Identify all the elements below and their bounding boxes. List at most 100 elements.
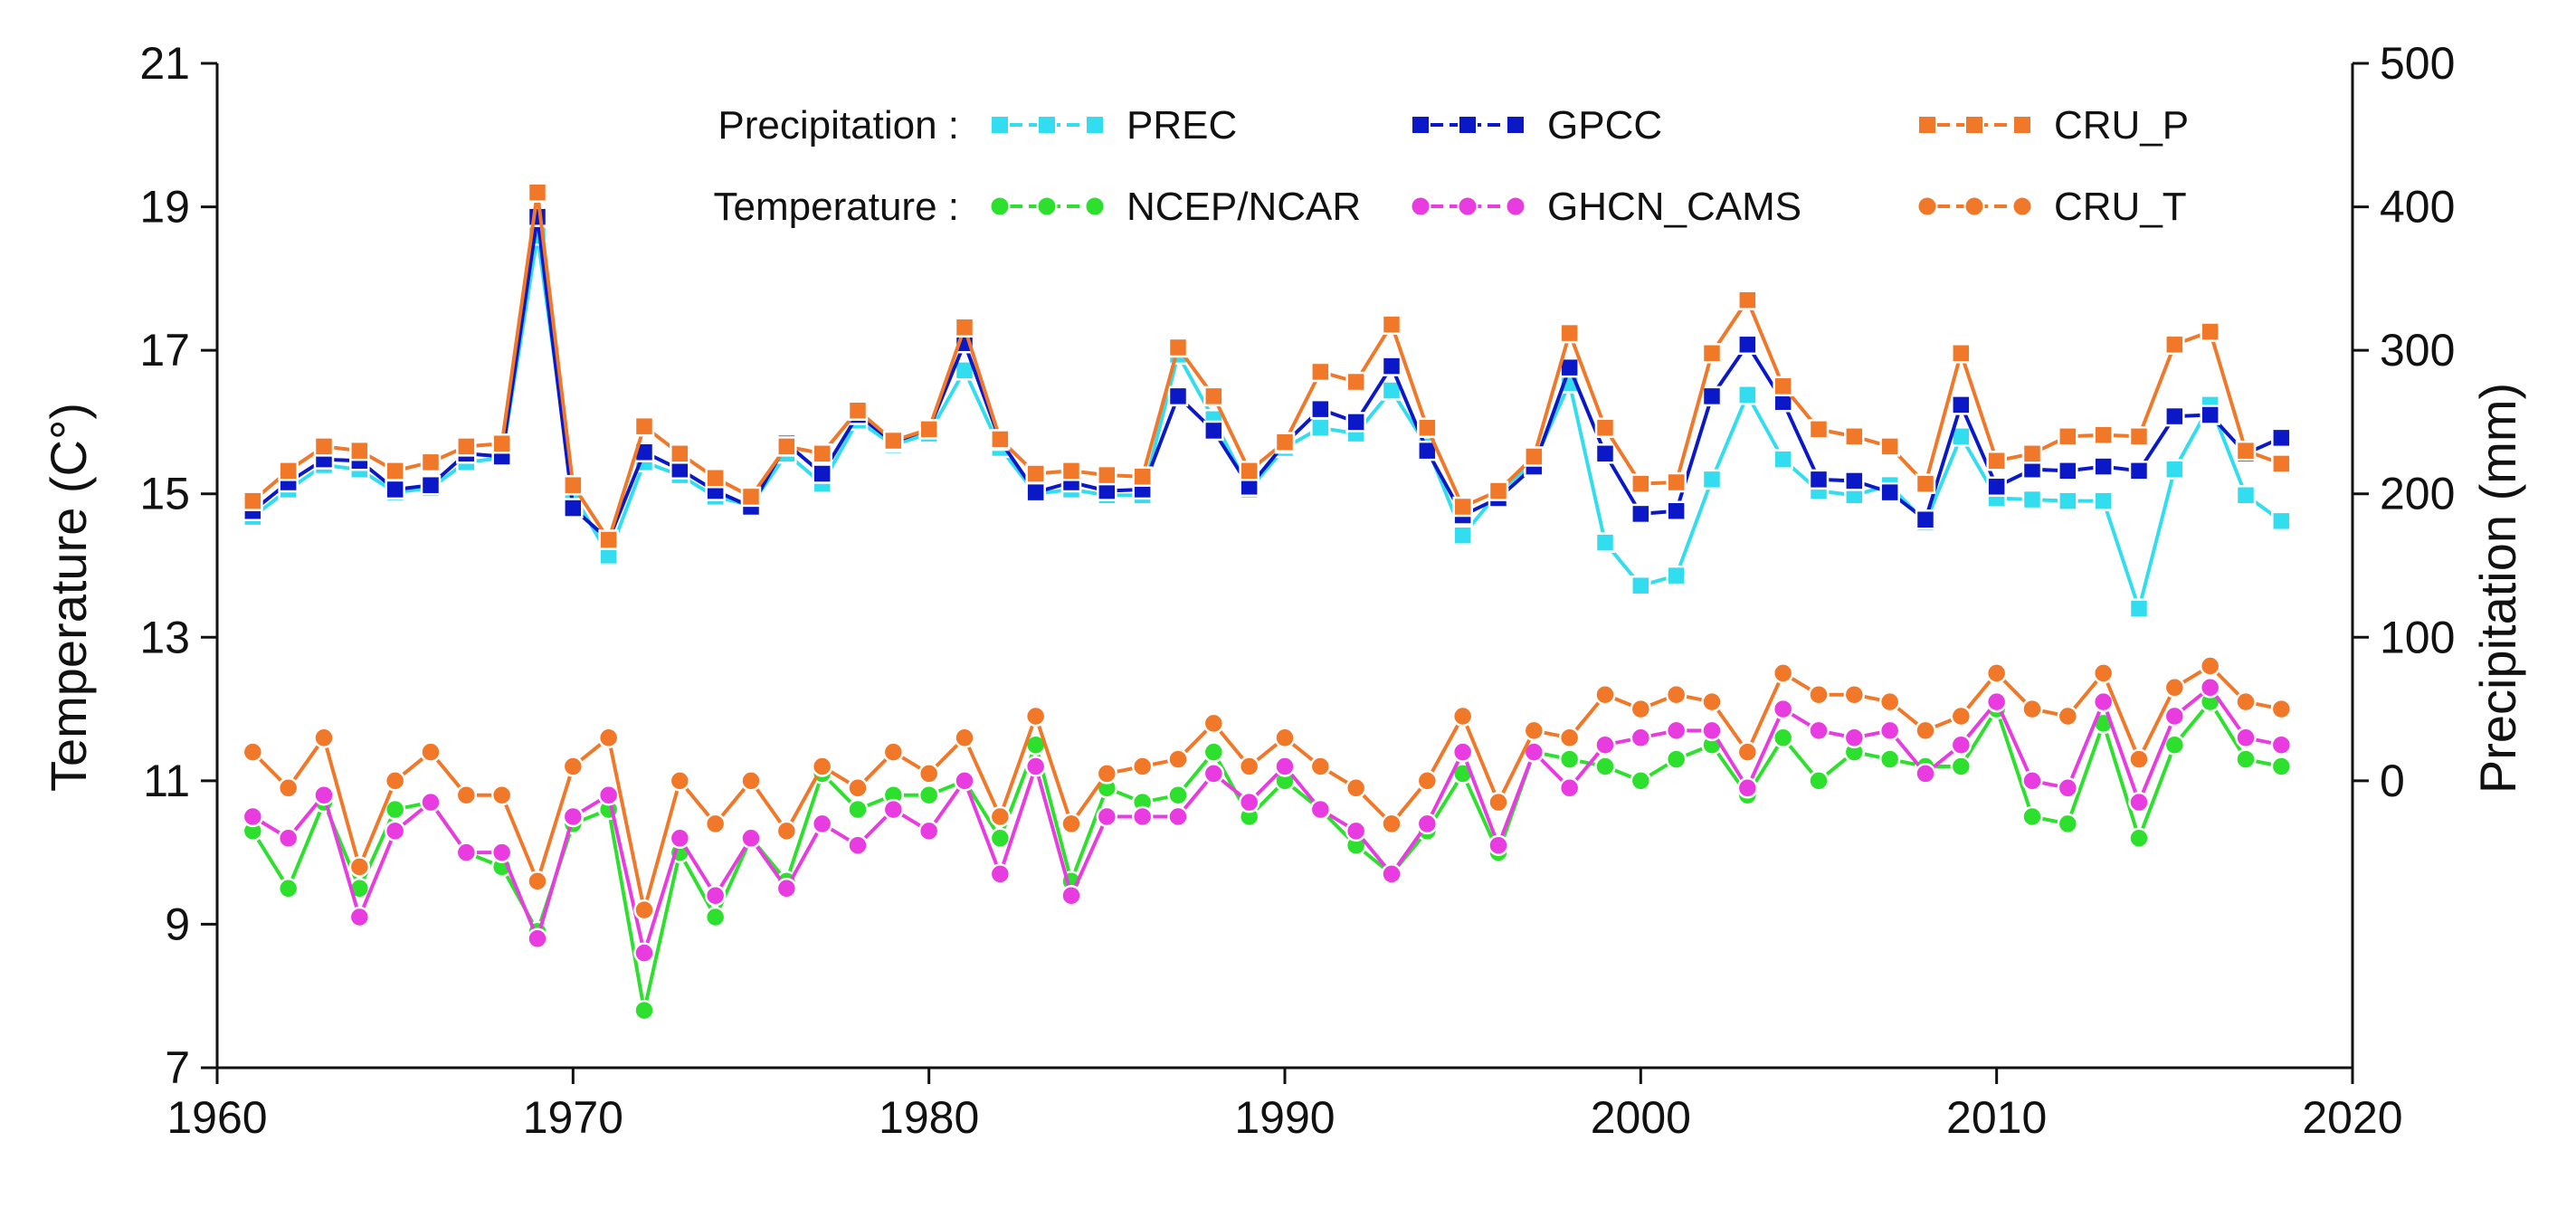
- data-point-ncep-ncar: [2235, 748, 2257, 770]
- left-tick-label: 17: [139, 325, 190, 376]
- data-point-ghcn-cams: [1843, 727, 1866, 749]
- data-point-cru-t: [1950, 705, 1972, 728]
- data-point-gpcc: [527, 206, 548, 227]
- data-point-cru-t: [1416, 770, 1439, 792]
- legend-item-gpcc: GPCC: [1411, 103, 1662, 147]
- data-point-ghcn-cams: [2021, 770, 2043, 792]
- data-point-prec: [2164, 459, 2185, 480]
- data-point-prec: [1773, 449, 1793, 470]
- data-point-cru-t: [1630, 698, 1652, 720]
- data-point-ncep-ncar: [1630, 770, 1652, 792]
- data-point-ncep-ncar: [1558, 748, 1581, 770]
- data-point-cru-p: [1345, 371, 1366, 393]
- right-tick-label: 0: [2380, 756, 2405, 806]
- data-point-ghcn-cams: [1131, 805, 1154, 828]
- data-point-ncep-ncar: [2021, 805, 2043, 828]
- legend-marker-prec: [1085, 115, 1105, 135]
- legend-label-cru-p: CRU_P: [2054, 103, 2189, 147]
- left-tick-label: 9: [165, 899, 190, 949]
- data-point-cru-t: [775, 820, 798, 842]
- data-point-cru-p: [1630, 473, 1651, 494]
- legend-marker-ncep-ncar: [989, 195, 1011, 217]
- data-point-ghcn-cams: [989, 863, 1012, 885]
- data-point-ghcn-cams: [2057, 777, 2079, 799]
- legend-marker-cru-t: [2011, 195, 2033, 217]
- data-point-cru-p: [1167, 337, 1189, 358]
- data-point-cru-p: [1203, 385, 1224, 407]
- data-point-ncep-ncar: [1665, 748, 1687, 770]
- x-tick-label: 1990: [1234, 1092, 1335, 1143]
- data-point-cru-p: [278, 461, 299, 481]
- data-point-cru-t: [2235, 690, 2257, 713]
- series-cru-t: [242, 655, 2293, 921]
- data-point-ghcn-cams: [2235, 727, 2257, 749]
- data-point-cru-p: [2058, 426, 2078, 447]
- data-point-ghcn-cams: [562, 805, 585, 828]
- data-point-cru-t: [2199, 655, 2221, 677]
- series-line-ghcn-cams: [252, 685, 2282, 956]
- legend-label-prec: PREC: [1126, 103, 1237, 147]
- data-point-cru-t: [1665, 683, 1687, 706]
- series-gpcc: [242, 206, 2292, 550]
- data-point-cru-t: [1523, 719, 1545, 742]
- data-point-ghcn-cams: [811, 813, 833, 835]
- data-point-ghcn-cams: [2128, 791, 2150, 813]
- data-point-cru-p: [1310, 361, 1331, 383]
- data-point-ncep-ncar: [704, 906, 727, 928]
- data-point-gpcc: [1951, 395, 1972, 415]
- data-point-cru-t: [669, 770, 691, 792]
- data-point-cru-p: [1808, 419, 1830, 440]
- data-point-ghcn-cams: [1736, 777, 1759, 799]
- data-point-ghcn-cams: [1096, 805, 1118, 828]
- data-point-cru-t: [1558, 727, 1581, 749]
- legend-marker-gpcc: [1458, 115, 1478, 135]
- data-point-ghcn-cams: [1808, 719, 1830, 742]
- data-point-gpcc: [812, 463, 832, 484]
- data-point-ncep-ncar: [2057, 813, 2079, 835]
- series-line-cru-p: [252, 190, 2282, 542]
- data-point-cru-t: [1202, 712, 1225, 735]
- legend-precipitation-label: Precipitation :: [718, 103, 959, 147]
- data-point-gpcc: [1203, 420, 1224, 442]
- data-point-prec: [1452, 525, 1473, 546]
- data-point-cru-t: [2092, 662, 2115, 684]
- data-point-cru-t: [740, 770, 762, 792]
- data-point-gpcc: [2093, 456, 2114, 477]
- data-point-cru-t: [882, 741, 905, 763]
- data-point-gpcc: [1915, 509, 1936, 530]
- data-point-gpcc: [1844, 471, 1865, 491]
- data-point-cru-t: [1701, 690, 1723, 713]
- x-tick-label: 2020: [2302, 1092, 2402, 1143]
- data-point-cru-t: [1985, 662, 2008, 684]
- data-point-ghcn-cams: [1167, 805, 1189, 828]
- x-tick-label: 2000: [1591, 1092, 1691, 1143]
- data-point-cru-p: [1773, 376, 1793, 397]
- legend-marker-gpcc: [1506, 115, 1526, 135]
- data-point-gpcc: [1808, 469, 1830, 490]
- left-tick-label: 21: [139, 38, 190, 89]
- data-point-ghcn-cams: [1381, 863, 1402, 885]
- data-point-gpcc: [1381, 356, 1402, 376]
- data-point-cru-t: [2021, 698, 2043, 720]
- data-point-cru-p: [385, 461, 405, 481]
- data-point-cru-t: [420, 741, 442, 763]
- data-point-ghcn-cams: [1024, 756, 1047, 777]
- data-point-cru-t: [1167, 748, 1189, 770]
- legend-marker-gpcc: [1411, 115, 1431, 135]
- data-point-cru-t: [455, 784, 478, 806]
- data-point-ghcn-cams: [1950, 734, 1972, 756]
- data-point-ncep-ncar: [384, 798, 406, 821]
- data-point-ncep-ncar: [1594, 756, 1616, 777]
- data-point-cru-t: [597, 727, 620, 749]
- legend-marker-prec: [990, 115, 1010, 135]
- data-point-cru-t: [1594, 683, 1616, 706]
- data-point-gpcc: [2200, 404, 2220, 425]
- data-point-ghcn-cams: [277, 827, 299, 850]
- data-point-cru-p: [349, 440, 370, 461]
- data-point-cru-p: [242, 490, 263, 511]
- x-tick-label: 1980: [879, 1092, 979, 1143]
- data-point-cru-t: [1451, 705, 1474, 728]
- data-point-cru-p: [1274, 432, 1296, 452]
- data-point-cru-t: [1772, 662, 1794, 684]
- data-point-ghcn-cams: [313, 784, 335, 806]
